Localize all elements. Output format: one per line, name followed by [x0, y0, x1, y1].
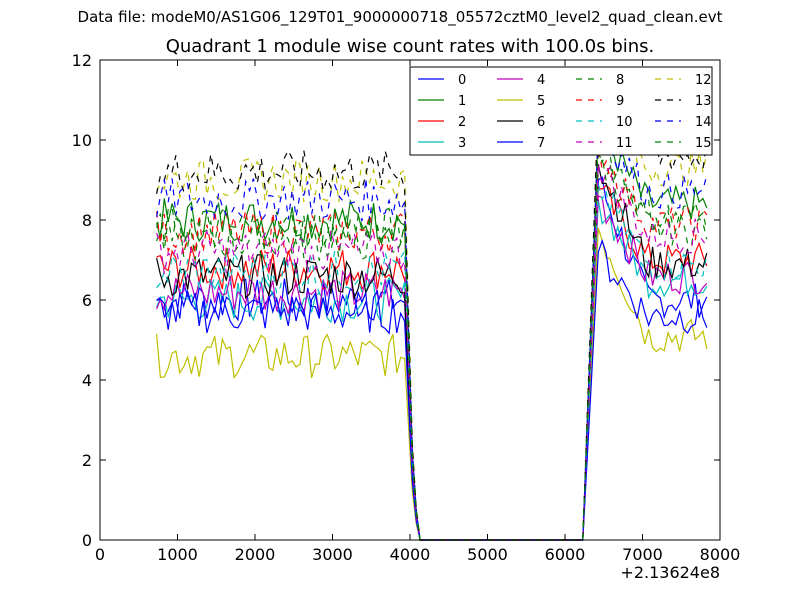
series-line-5: [156, 227, 708, 541]
legend-label-9: 9: [616, 94, 624, 109]
figure-supertitle: Data file: modeM0/AS1G06_129T01_90000007…: [77, 8, 723, 26]
series-line-10: [156, 183, 708, 541]
y-tick-label: 2: [82, 451, 92, 470]
series-line-4: [156, 195, 708, 541]
chart-title: Quadrant 1 module wise count rates with …: [165, 36, 655, 57]
x-tick-label: 0: [95, 545, 105, 564]
series-line-11: [156, 163, 708, 541]
series-line-8: [156, 155, 708, 541]
x-tick-label: 2000: [235, 545, 276, 564]
x-tick-label: 3000: [312, 545, 353, 564]
legend-box: [409, 66, 713, 156]
series-line-1: [156, 123, 708, 541]
x-offset-label: +2.13624e8: [620, 563, 720, 582]
y-tick-label: 10: [72, 131, 92, 150]
x-tick-label: 1000: [157, 545, 198, 564]
series-line-7: [156, 238, 708, 541]
legend-label-3: 3: [458, 136, 466, 151]
legend-label-14: 14: [695, 115, 712, 130]
series-line-6: [156, 163, 708, 541]
y-tick-label: 12: [72, 51, 92, 70]
axis-ticks: 0 1000 2000 3000 4000 5000 6000 7000 80000246810…: [72, 51, 741, 564]
x-tick-label: 4000: [390, 545, 431, 564]
x-tick-label: 8000: [700, 545, 741, 564]
x-tick-label: 6000: [545, 545, 586, 564]
y-tick-label: 6: [82, 291, 92, 310]
x-tick-label: 5000: [467, 545, 508, 564]
legend-label-10: 10: [616, 115, 633, 130]
legend-label-6: 6: [537, 115, 545, 130]
legend-label-4: 4: [537, 73, 545, 88]
series-line-13: [156, 99, 708, 541]
series-lines: [156, 99, 708, 541]
legend-label-1: 1: [458, 94, 466, 109]
series-line-15: [156, 139, 708, 541]
legend-label-12: 12: [695, 73, 712, 88]
legend-label-13: 13: [695, 94, 712, 109]
legend-label-7: 7: [537, 136, 545, 151]
series-line-0: [156, 176, 708, 541]
legend-label-2: 2: [458, 115, 466, 130]
y-tick-label: 0: [82, 531, 92, 550]
x-tick-label: 7000: [622, 545, 663, 564]
y-tick-label: 4: [82, 371, 92, 390]
series-line-9: [156, 147, 708, 541]
legend-label-0: 0: [458, 73, 466, 88]
y-tick-label: 8: [82, 211, 92, 230]
legend-label-11: 11: [616, 136, 633, 151]
legend-label-8: 8: [616, 73, 624, 88]
legend-label-5: 5: [537, 94, 545, 109]
legend-label-15: 15: [695, 136, 712, 151]
series-line-2: [156, 184, 708, 541]
